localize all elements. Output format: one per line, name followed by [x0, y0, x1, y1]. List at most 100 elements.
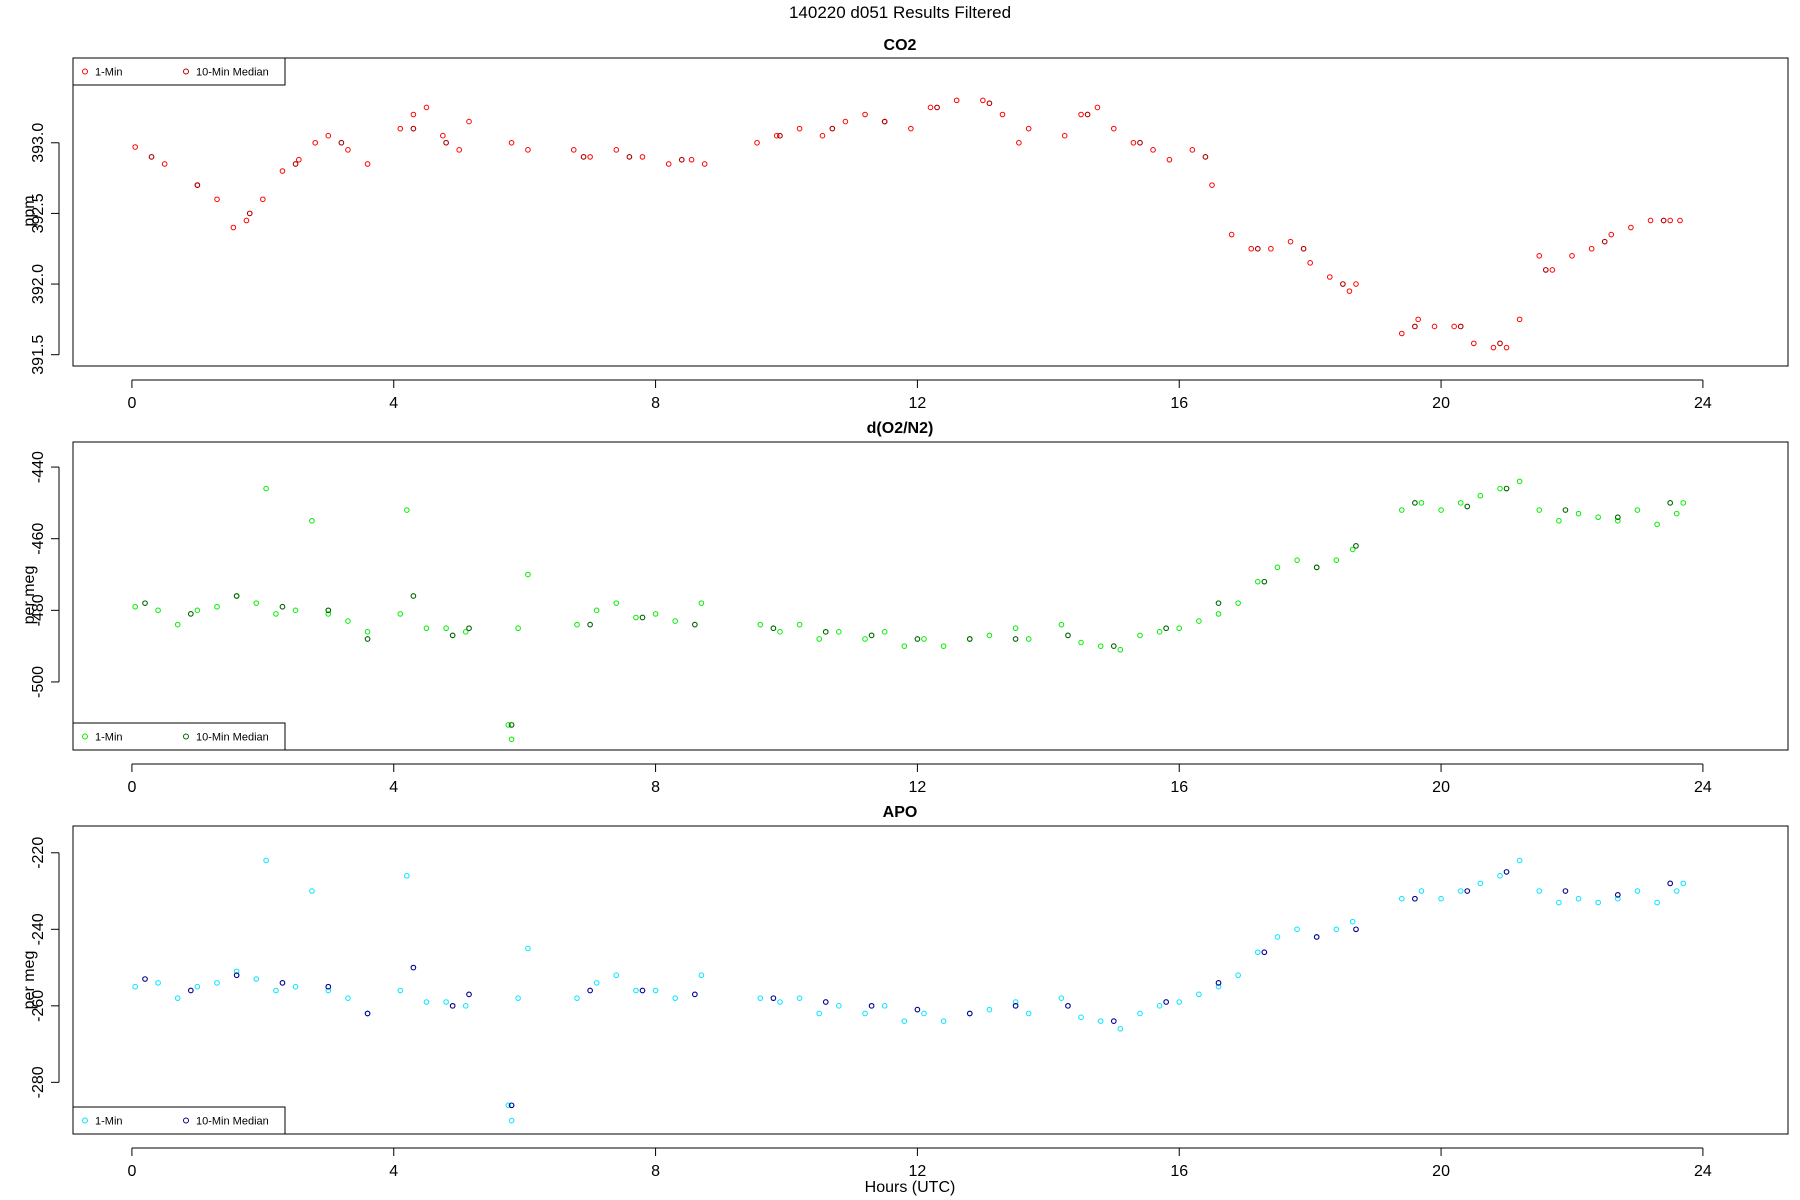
x-tick-label: 4: [389, 779, 398, 796]
data-point-1min: [1418, 888, 1425, 894]
data-point-1min: [1333, 557, 1340, 563]
data-point-1min: [1569, 252, 1575, 259]
data-point-1min: [1673, 510, 1680, 517]
data-point-median: [1012, 636, 1019, 642]
x-tick-label: 24: [1694, 779, 1712, 796]
data-point-1min: [613, 972, 620, 979]
data-point-1min: [908, 125, 914, 132]
data-point-1min: [999, 111, 1006, 118]
data-point-median: [1261, 949, 1268, 956]
legend-label-median: 10-Min Median: [196, 732, 269, 744]
data-point-median: [914, 636, 921, 642]
data-point-median: [587, 621, 593, 628]
y-tick-label: 392.0: [30, 264, 47, 304]
data-point-1min: [505, 1102, 512, 1109]
data-point-median: [279, 980, 286, 986]
legend-symbol-1min: [82, 733, 88, 740]
data-point-1min: [1595, 899, 1601, 906]
data-point-median: [1215, 600, 1222, 607]
legend-symbol-1min: [82, 68, 88, 75]
data-point-1min: [1016, 139, 1022, 146]
data-point-1min: [862, 111, 868, 118]
data-point-1min: [777, 629, 783, 635]
data-point-1min: [613, 147, 620, 153]
data-point-1min: [1497, 485, 1503, 492]
data-point-median: [1340, 281, 1346, 287]
y-axis-label-co2: ppm: [21, 195, 38, 226]
data-point-1min: [1274, 564, 1281, 571]
data-point-median: [1614, 514, 1621, 521]
data-point-1min: [927, 104, 934, 111]
data-point-1min: [921, 636, 927, 642]
data-point-1min: [836, 629, 842, 635]
data-point-median: [1300, 245, 1307, 252]
data-point-1min: [194, 607, 201, 614]
data-point-median: [822, 999, 829, 1005]
data-point-median: [986, 100, 993, 107]
data-point-1min: [1058, 621, 1065, 628]
data-point-1min: [921, 1010, 927, 1017]
data-point-1min: [214, 603, 220, 610]
y-tick-label: -460: [30, 523, 47, 555]
legend-label-1min: 1-Min: [95, 732, 123, 744]
series-1min-apo: [132, 857, 1687, 1124]
data-point-1min: [1078, 639, 1084, 646]
data-point-median: [1261, 578, 1268, 585]
data-point-1min: [525, 945, 531, 952]
data-point-median: [148, 154, 155, 160]
data-point-1min: [1209, 182, 1215, 188]
data-point-median: [1163, 999, 1169, 1005]
data-point-1min: [1137, 1010, 1143, 1017]
data-point-1min: [1130, 139, 1137, 146]
data-point-1min: [1117, 1025, 1124, 1032]
data-point-1min: [1490, 344, 1497, 351]
series-1min-o2n2: [132, 478, 1687, 743]
data-point-1min: [1353, 281, 1359, 287]
data-point-1min: [773, 132, 780, 139]
data-point-1min: [1647, 217, 1654, 224]
data-point-1min: [665, 161, 672, 167]
data-point-median: [443, 139, 449, 146]
data-point-1min: [263, 485, 269, 492]
y-tick-label: 391.5: [30, 335, 47, 375]
data-point-1min: [1097, 643, 1104, 649]
data-point-1min: [688, 156, 695, 163]
data-point-median: [1313, 934, 1320, 940]
data-point-1min: [1654, 521, 1660, 528]
data-point-1min: [757, 995, 764, 1001]
x-axis-apo: 0 4 8 12 16 20 24: [127, 1147, 1712, 1180]
data-point-median: [1313, 564, 1320, 571]
data-point-1min: [174, 995, 181, 1001]
data-point-median: [449, 632, 456, 639]
series-median-co2: [148, 100, 1667, 347]
data-point-median: [449, 1002, 456, 1009]
data-point-1min: [1346, 288, 1353, 294]
data-point-1min: [1333, 926, 1340, 933]
y-axis-label-o2n2: per meg: [21, 566, 38, 625]
data-point-1min: [132, 983, 138, 990]
data-point-1min: [230, 224, 237, 231]
data-point-1min: [1549, 267, 1556, 273]
x-tick-label: 20: [1432, 1163, 1450, 1180]
data-point-median: [364, 636, 371, 642]
series-1min-co2: [132, 97, 1683, 351]
data-point-median: [142, 600, 148, 607]
data-point-1min: [1176, 625, 1183, 632]
data-point-1min: [253, 600, 260, 606]
legend-label-1min: 1-Min: [95, 67, 123, 79]
data-point-median: [692, 991, 698, 998]
legend-label-median: 10-Min Median: [196, 67, 269, 79]
y-axis-label-apo: per meg: [21, 951, 38, 1010]
data-point-1min: [796, 621, 803, 628]
data-point-median: [187, 611, 194, 617]
data-point-1min: [253, 976, 260, 982]
data-point-1min: [194, 983, 201, 990]
data-point-1min: [1025, 125, 1032, 132]
data-point-median: [325, 607, 332, 614]
data-point-1min: [593, 980, 600, 986]
data-point-1min: [701, 161, 708, 167]
data-point-1min: [1503, 344, 1510, 351]
series-median-apo: [142, 869, 1674, 1109]
x-tick-label: 0: [127, 395, 136, 412]
data-point-1min: [155, 980, 161, 986]
